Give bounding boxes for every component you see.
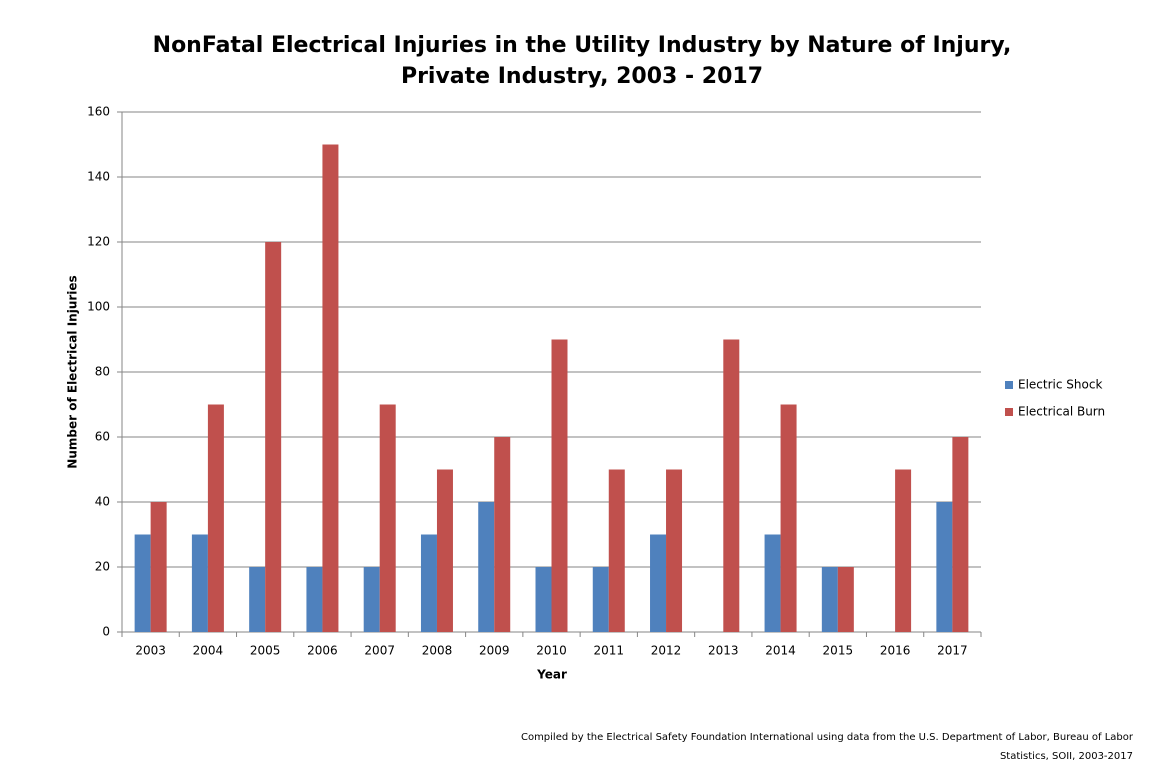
- y-axis-title: Number of Electrical Injuries: [66, 275, 80, 468]
- source-note: Compiled by the Electrical Safety Founda…: [521, 732, 1134, 743]
- bar: [666, 469, 683, 632]
- bar: [592, 567, 609, 632]
- x-tick-label: 2003: [135, 644, 166, 658]
- y-tick-label: 80: [95, 365, 110, 379]
- bar: [895, 469, 912, 632]
- x-tick-label: 2007: [364, 644, 395, 658]
- bar: [608, 469, 625, 632]
- x-tick-label: 2010: [536, 644, 567, 658]
- legend-label: Electric Shock: [1018, 378, 1102, 392]
- bar: [837, 567, 854, 632]
- bar: [780, 404, 797, 632]
- x-tick-label: 2013: [708, 644, 739, 658]
- y-tick-label: 100: [87, 300, 110, 314]
- bar: [265, 242, 282, 632]
- legend-label: Electrical Burn: [1018, 405, 1105, 419]
- bar: [134, 534, 151, 632]
- y-tick-label: 40: [95, 495, 110, 509]
- y-tick-label: 120: [87, 235, 110, 249]
- x-axis-title: Year: [536, 668, 567, 682]
- x-tick-label: 2017: [937, 644, 968, 658]
- y-tick-label: 60: [95, 430, 110, 444]
- bar: [723, 339, 740, 632]
- bar: [551, 339, 568, 632]
- bar: [436, 469, 453, 632]
- y-tick-label: 140: [87, 170, 110, 184]
- x-tick-label: 2004: [193, 644, 224, 658]
- y-tick-label: 0: [102, 625, 110, 639]
- bar: [494, 437, 511, 632]
- source-note: Statistics, SOII, 2003-2017: [1000, 751, 1133, 762]
- bar: [191, 534, 208, 632]
- bar: [306, 567, 323, 632]
- x-tick-label: 2008: [422, 644, 453, 658]
- bar: [420, 534, 437, 632]
- x-tick-label: 2006: [307, 644, 338, 658]
- bar: [150, 502, 167, 632]
- bar: [535, 567, 552, 632]
- x-tick-label: 2014: [765, 644, 796, 658]
- bar: [363, 567, 380, 632]
- legend-swatch: [1005, 408, 1013, 416]
- bar: [379, 404, 396, 632]
- y-tick-label: 160: [87, 105, 110, 119]
- bar: [764, 534, 781, 632]
- bar: [650, 534, 667, 632]
- bar: [322, 144, 339, 632]
- bar: [207, 404, 224, 632]
- chart-title: NonFatal Electrical Injuries in the Util…: [153, 33, 1012, 58]
- x-tick-label: 2012: [651, 644, 682, 658]
- bar: [952, 437, 969, 632]
- x-tick-label: 2015: [823, 644, 854, 658]
- x-tick-label: 2011: [593, 644, 624, 658]
- legend-swatch: [1005, 381, 1013, 389]
- x-tick-label: 2009: [479, 644, 510, 658]
- chart-title: Private Industry, 2003 - 2017: [401, 64, 763, 89]
- x-tick-label: 2005: [250, 644, 281, 658]
- y-tick-label: 20: [95, 560, 110, 574]
- x-tick-label: 2016: [880, 644, 911, 658]
- bar: [478, 502, 495, 632]
- bar: [936, 502, 953, 632]
- bar: [249, 567, 266, 632]
- bar: [821, 567, 838, 632]
